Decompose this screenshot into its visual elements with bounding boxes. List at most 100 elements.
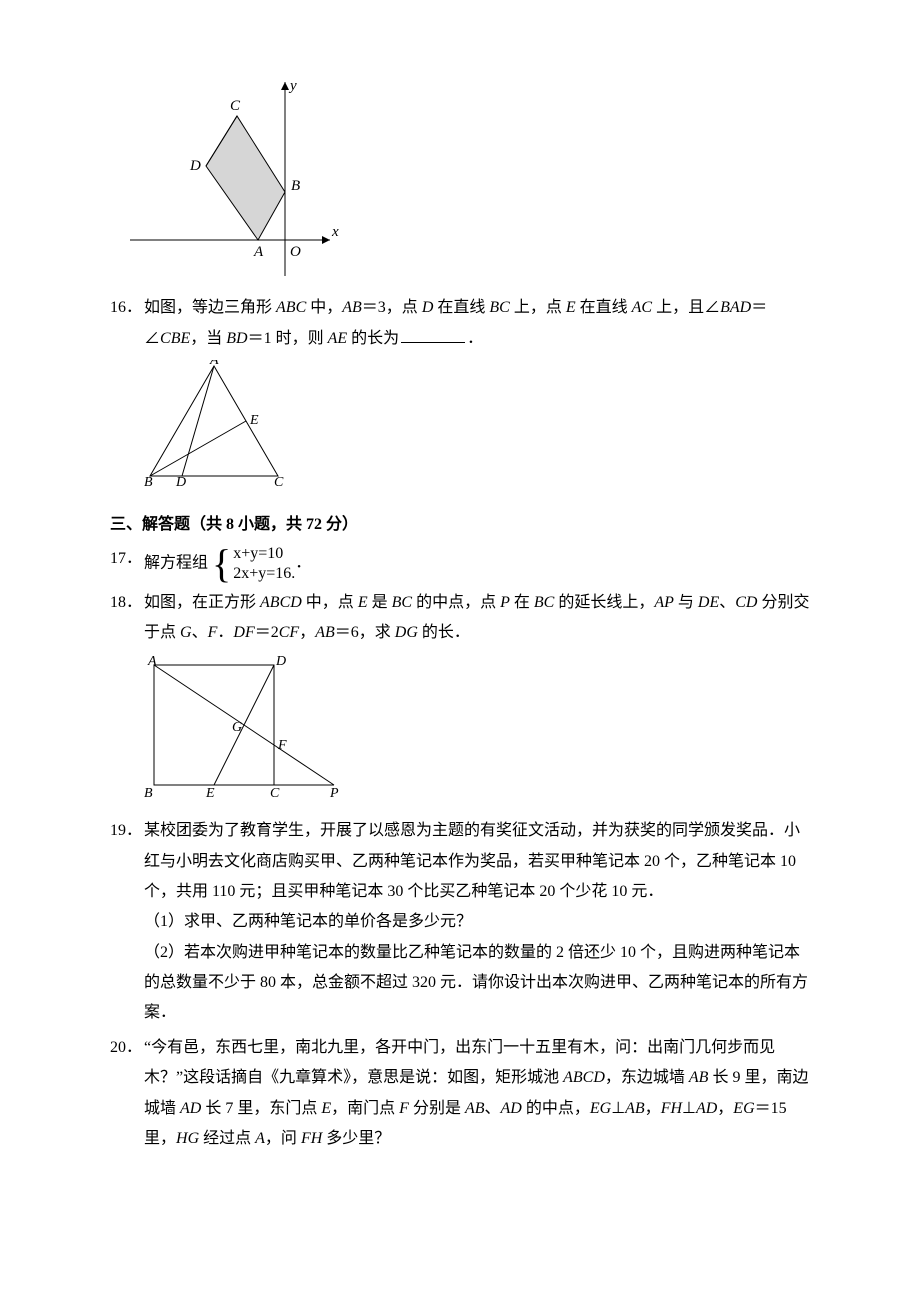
t: DG — [395, 624, 418, 641]
t: HG — [176, 1130, 199, 1147]
t: AB — [315, 624, 335, 641]
pt-A: A — [209, 360, 219, 368]
t: F — [208, 624, 218, 641]
t: AB — [465, 1100, 485, 1117]
section-3-header: 三、解答题（共 8 小题，共 72 分） — [110, 510, 810, 540]
t: ＝2 — [255, 624, 279, 641]
t: ＝6，求 — [335, 624, 395, 641]
t: 的中点，点 — [412, 594, 500, 611]
q16-body: 如图，等边三角形 ABC 中，AB＝3，点 D 在直线 BC 上，点 E 在直线… — [144, 293, 810, 354]
brace-icon: { — [212, 544, 231, 584]
t: ＝1 时，则 — [248, 330, 328, 347]
t: 在直线 — [433, 299, 489, 316]
t: ． — [467, 330, 483, 347]
t: ＝3，点 — [362, 299, 422, 316]
t: ． — [295, 555, 311, 572]
t: 上，点 — [510, 299, 566, 316]
pt-D: D — [275, 655, 286, 669]
t: ⊥ — [611, 1100, 625, 1117]
t: EG — [590, 1100, 611, 1117]
t: FH — [661, 1100, 682, 1117]
pt-E: E — [249, 413, 259, 428]
t: 在 — [510, 594, 534, 611]
pt-A: A — [253, 244, 264, 260]
t: 分别是 — [409, 1100, 465, 1117]
t: ， — [299, 624, 315, 641]
t: E — [358, 594, 368, 611]
t: ⊥ — [682, 1100, 696, 1117]
q19-p2: （1）求甲、乙两种笔记本的单价各是多少元？ — [144, 907, 810, 937]
q15-svg: y x O A B C D — [130, 76, 340, 276]
pt-D: D — [189, 158, 201, 174]
t: 经过点 — [199, 1130, 255, 1147]
t: ． — [217, 624, 233, 641]
question-17: 17． 解方程组 { x+y=10 2x+y=16. ． — [110, 544, 810, 584]
t: 在直线 — [576, 299, 632, 316]
equation-system: { x+y=10 2x+y=16. — [212, 544, 295, 584]
figure-q16: A B C D E — [144, 360, 810, 497]
q16-svg: A B C D E — [144, 360, 294, 486]
t: AE — [328, 330, 348, 347]
origin-label: O — [290, 244, 301, 260]
t: 解方程组 — [144, 555, 208, 572]
q19-p1: 某校团委为了教育学生，开展了以感恩为主题的有奖征文活动，并为获奖的同学颁发奖品．… — [144, 816, 810, 907]
pt-E: E — [205, 786, 215, 799]
t: 、 — [485, 1100, 501, 1117]
t: BAD — [720, 299, 751, 316]
t: AD — [180, 1100, 201, 1117]
t: AC — [632, 299, 652, 316]
q16-num: 16． — [110, 293, 144, 323]
t: 上，且∠ — [652, 299, 720, 316]
t: ，问 — [265, 1130, 301, 1147]
t: AD — [501, 1100, 522, 1117]
t: ， — [645, 1100, 661, 1117]
t: DE — [698, 594, 719, 611]
pt-C: C — [274, 475, 284, 486]
t: ABC — [276, 299, 306, 316]
t: 如图，在正方形 — [144, 594, 260, 611]
t: CBE — [160, 330, 190, 347]
page: y x O A B C D 16． 如图，等边三角形 ABC 中，AB＝3，点 … — [0, 0, 920, 1214]
question-16: 16． 如图，等边三角形 ABC 中，AB＝3，点 D 在直线 BC 上，点 E… — [110, 293, 810, 354]
t: BC — [392, 594, 412, 611]
t: A — [255, 1130, 265, 1147]
t: 的长为 — [347, 330, 399, 347]
q19-num: 19． — [110, 816, 144, 846]
q19-body: 某校团委为了教育学生，开展了以感恩为主题的有奖征文活动，并为获奖的同学颁发奖品．… — [144, 816, 810, 1029]
pt-A: A — [147, 655, 157, 669]
t: E — [321, 1100, 331, 1117]
t: 的中点， — [522, 1100, 590, 1117]
question-18: 18． 如图，在正方形 ABCD 中，点 E 是 BC 的中点，点 P 在 BC… — [110, 588, 810, 649]
t: ，当 — [190, 330, 226, 347]
pt-D: D — [175, 475, 186, 486]
q17-num: 17． — [110, 544, 144, 574]
q20-body: “今有邑，东西七里，南北九里，各开中门，出东门一十五里有木，问：出南门几何步而见… — [144, 1033, 810, 1155]
pt-C: C — [230, 98, 241, 114]
t: F — [399, 1100, 409, 1117]
q18-svg: A D B E C P F G — [144, 655, 344, 799]
t: CF — [279, 624, 299, 641]
t: AB — [342, 299, 362, 316]
t: G — [180, 624, 192, 641]
question-20: 20． “今有邑，东西七里，南北九里，各开中门，出东门一十五里有木，问：出南门几… — [110, 1033, 810, 1155]
pt-G: G — [232, 720, 242, 735]
q17-body: 解方程组 { x+y=10 2x+y=16. ． — [144, 544, 810, 584]
t: D — [422, 299, 434, 316]
t: 的长． — [418, 624, 470, 641]
t: 的延长线上， — [554, 594, 654, 611]
q16-blank — [401, 342, 465, 343]
t: 长 7 里，东门点 — [201, 1100, 321, 1117]
t: BD — [226, 330, 247, 347]
t: ABCD — [563, 1069, 605, 1086]
t: ，东边城墙 — [605, 1069, 689, 1086]
pt-C: C — [270, 786, 280, 799]
pt-B: B — [291, 178, 300, 194]
t: 是 — [368, 594, 392, 611]
figure-q18: A D B E C P F G — [144, 655, 810, 810]
figure-q15: y x O A B C D — [130, 76, 810, 287]
q18-body: 如图，在正方形 ABCD 中，点 E 是 BC 的中点，点 P 在 BC 的延长… — [144, 588, 810, 649]
pt-B: B — [144, 475, 153, 486]
t: AP — [654, 594, 674, 611]
t: E — [566, 299, 576, 316]
t: 多少里？ — [322, 1130, 390, 1147]
